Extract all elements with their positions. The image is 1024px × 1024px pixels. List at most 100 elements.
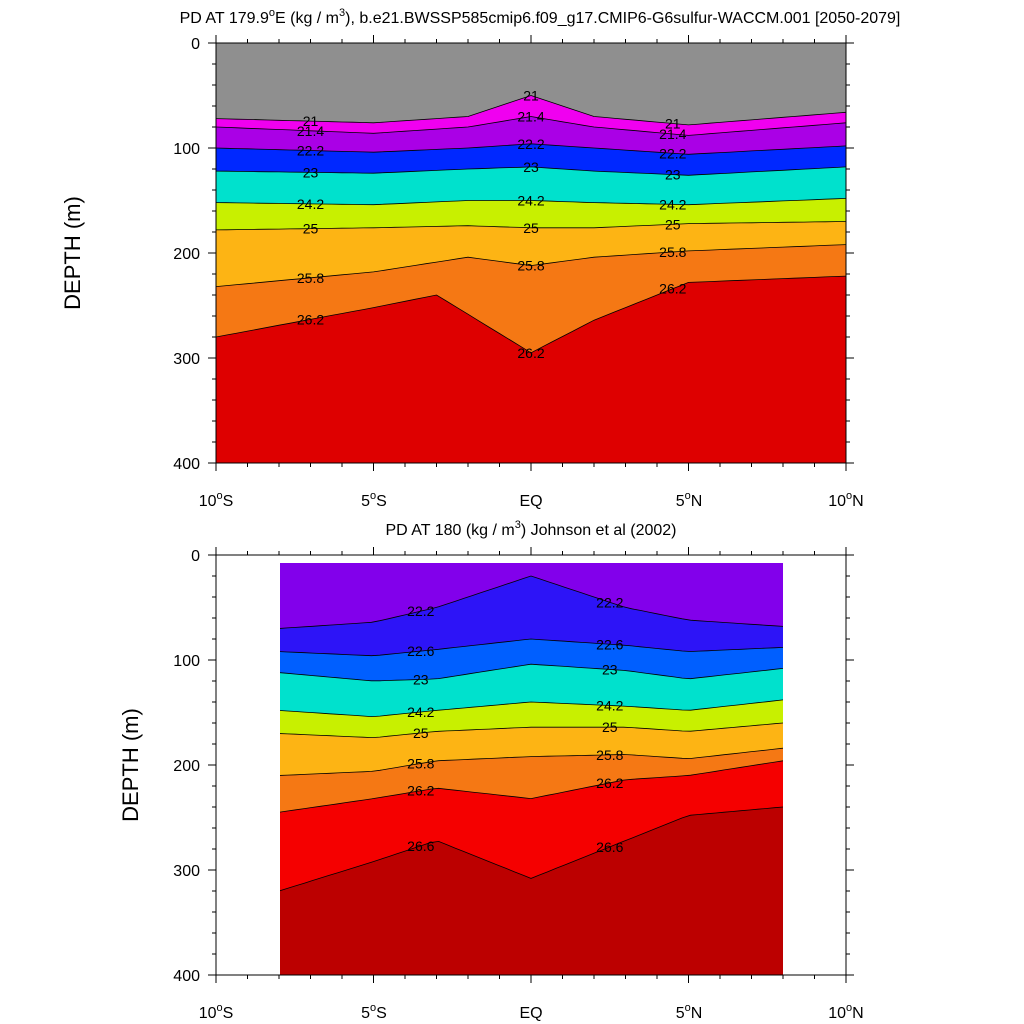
contour-label: 23: [413, 671, 429, 687]
contour-label: 24.2: [407, 704, 434, 720]
top-xtick-label: 10oN: [828, 490, 863, 510]
contour-label: 22.6: [596, 636, 623, 652]
contour-label: 26.6: [596, 839, 623, 855]
contour-label: 21.4: [659, 126, 686, 142]
density-band: [216, 143, 846, 176]
contour-label: 26.2: [297, 311, 324, 327]
contour-label: 21.4: [517, 109, 544, 125]
bottom-ytick-label: 100: [173, 653, 200, 670]
density-band: [280, 807, 783, 975]
isopycnal-line: [216, 166, 846, 176]
top-xtick-label: 5oN: [676, 490, 703, 510]
isopycnal-line: [216, 143, 846, 155]
bottom-ytick-label: 300: [173, 863, 200, 880]
density-band: [280, 639, 783, 681]
bottom-contour-fill: [280, 563, 783, 975]
contour-label: 25: [602, 719, 618, 735]
top-ytick-label: 200: [173, 246, 200, 263]
bottom-ytick-label: 200: [173, 758, 200, 775]
contour-label: 24.2: [297, 196, 324, 212]
isopycnal-line: [216, 275, 846, 354]
isopycnal-line: [216, 244, 846, 287]
contour-label: 26.6: [407, 838, 434, 854]
contour-label: 25.8: [517, 258, 544, 274]
isopycnal-line: [216, 221, 846, 231]
contour-label: 24.2: [517, 193, 544, 209]
contour-label: 25.8: [407, 755, 434, 771]
density-band: [280, 699, 783, 738]
isopycnal-line: [280, 638, 783, 657]
contour-label: 25.8: [596, 747, 623, 763]
density-band: [280, 576, 783, 656]
density-band: [216, 166, 846, 205]
density-band: [216, 221, 846, 287]
contour-label: 21: [303, 113, 319, 129]
density-band: [280, 723, 783, 776]
top-y-axis-label: DEPTH (m): [60, 196, 85, 310]
isopycnal-line: [280, 806, 783, 892]
contour-label: 22.6: [407, 643, 434, 659]
top-ytick-label: 300: [173, 351, 200, 368]
top-ticks: [208, 35, 854, 471]
contour-label: 25.8: [297, 270, 324, 286]
density-band: [216, 116, 846, 155]
contour-label: 25: [303, 221, 319, 237]
top-contour-fill: [216, 43, 846, 463]
bottom-panel: 22.2 22.2 22.6 22.6 23 23 24.2 24.2 25 25 25.8 25.8…: [118, 519, 864, 1022]
contour-label: 25: [523, 220, 539, 236]
density-band: [280, 563, 783, 629]
contour-label: 25.8: [659, 244, 686, 260]
bottom-title: PD AT 180 (kg / m3) Johnson et al (2002): [385, 519, 676, 539]
top-ytick-label: 100: [173, 141, 200, 158]
density-band: [280, 664, 783, 717]
bottom-xtick-label: 10oS: [199, 1002, 234, 1022]
contour-label: 26.2: [659, 281, 686, 297]
contour-label: 26.2: [517, 345, 544, 361]
isopycnal-line: [216, 198, 846, 206]
contour-label: 26.2: [407, 783, 434, 799]
contour-label: 21: [523, 88, 539, 104]
contour-label: 22.2: [596, 594, 623, 610]
contour-label: 23: [523, 159, 539, 175]
density-band: [216, 244, 846, 353]
density-band: [280, 748, 783, 813]
bottom-xtick-label: 5oN: [676, 1002, 703, 1022]
top-title: PD AT 179.9oE (kg / m3), b.e21.BWSSP585c…: [180, 7, 901, 27]
bottom-xtick-label: EQ: [519, 1005, 542, 1022]
isopycnal-line: [280, 760, 783, 813]
bottom-contour-lines: [280, 575, 783, 892]
contour-label: 23: [602, 662, 618, 678]
contour-label: 22.2: [517, 136, 544, 152]
top-ytick-label: 400: [173, 456, 200, 473]
bottom-ticks: [208, 547, 854, 983]
density-band: [216, 276, 846, 463]
top-ytick-label: 0: [191, 36, 200, 53]
contour-label: 21.4: [297, 123, 324, 139]
bottom-ytick-label: 0: [191, 548, 200, 565]
isopycnal-line: [280, 663, 783, 682]
density-band: [216, 198, 846, 230]
isopycnal-line: [280, 575, 783, 629]
bottom-ytick-label: 400: [173, 968, 200, 985]
isopycnal-line: [216, 95, 846, 126]
contour-label: 24.2: [659, 196, 686, 212]
top-xtick-label: 10oS: [199, 490, 234, 510]
bottom-y-axis-label: DEPTH (m): [118, 708, 143, 822]
contour-label: 26.2: [596, 775, 623, 791]
top-xtick-label: EQ: [519, 493, 542, 510]
bottom-xtick-label: 5oS: [361, 1002, 387, 1022]
isopycnal-line: [280, 699, 783, 718]
contour-label: 25: [413, 725, 429, 741]
contour-label: 24.2: [596, 698, 623, 714]
contour-label: 22.2: [407, 603, 434, 619]
contour-label: 22.2: [297, 143, 324, 159]
density-band: [216, 43, 846, 125]
contour-label: 23: [665, 167, 681, 183]
isopycnal-line: [280, 722, 783, 739]
top-xtick-label: 5oS: [361, 490, 387, 510]
isopycnal-line: [280, 747, 783, 776]
contour-label: 21: [665, 116, 681, 132]
bottom-xtick-label: 10oN: [828, 1002, 863, 1022]
